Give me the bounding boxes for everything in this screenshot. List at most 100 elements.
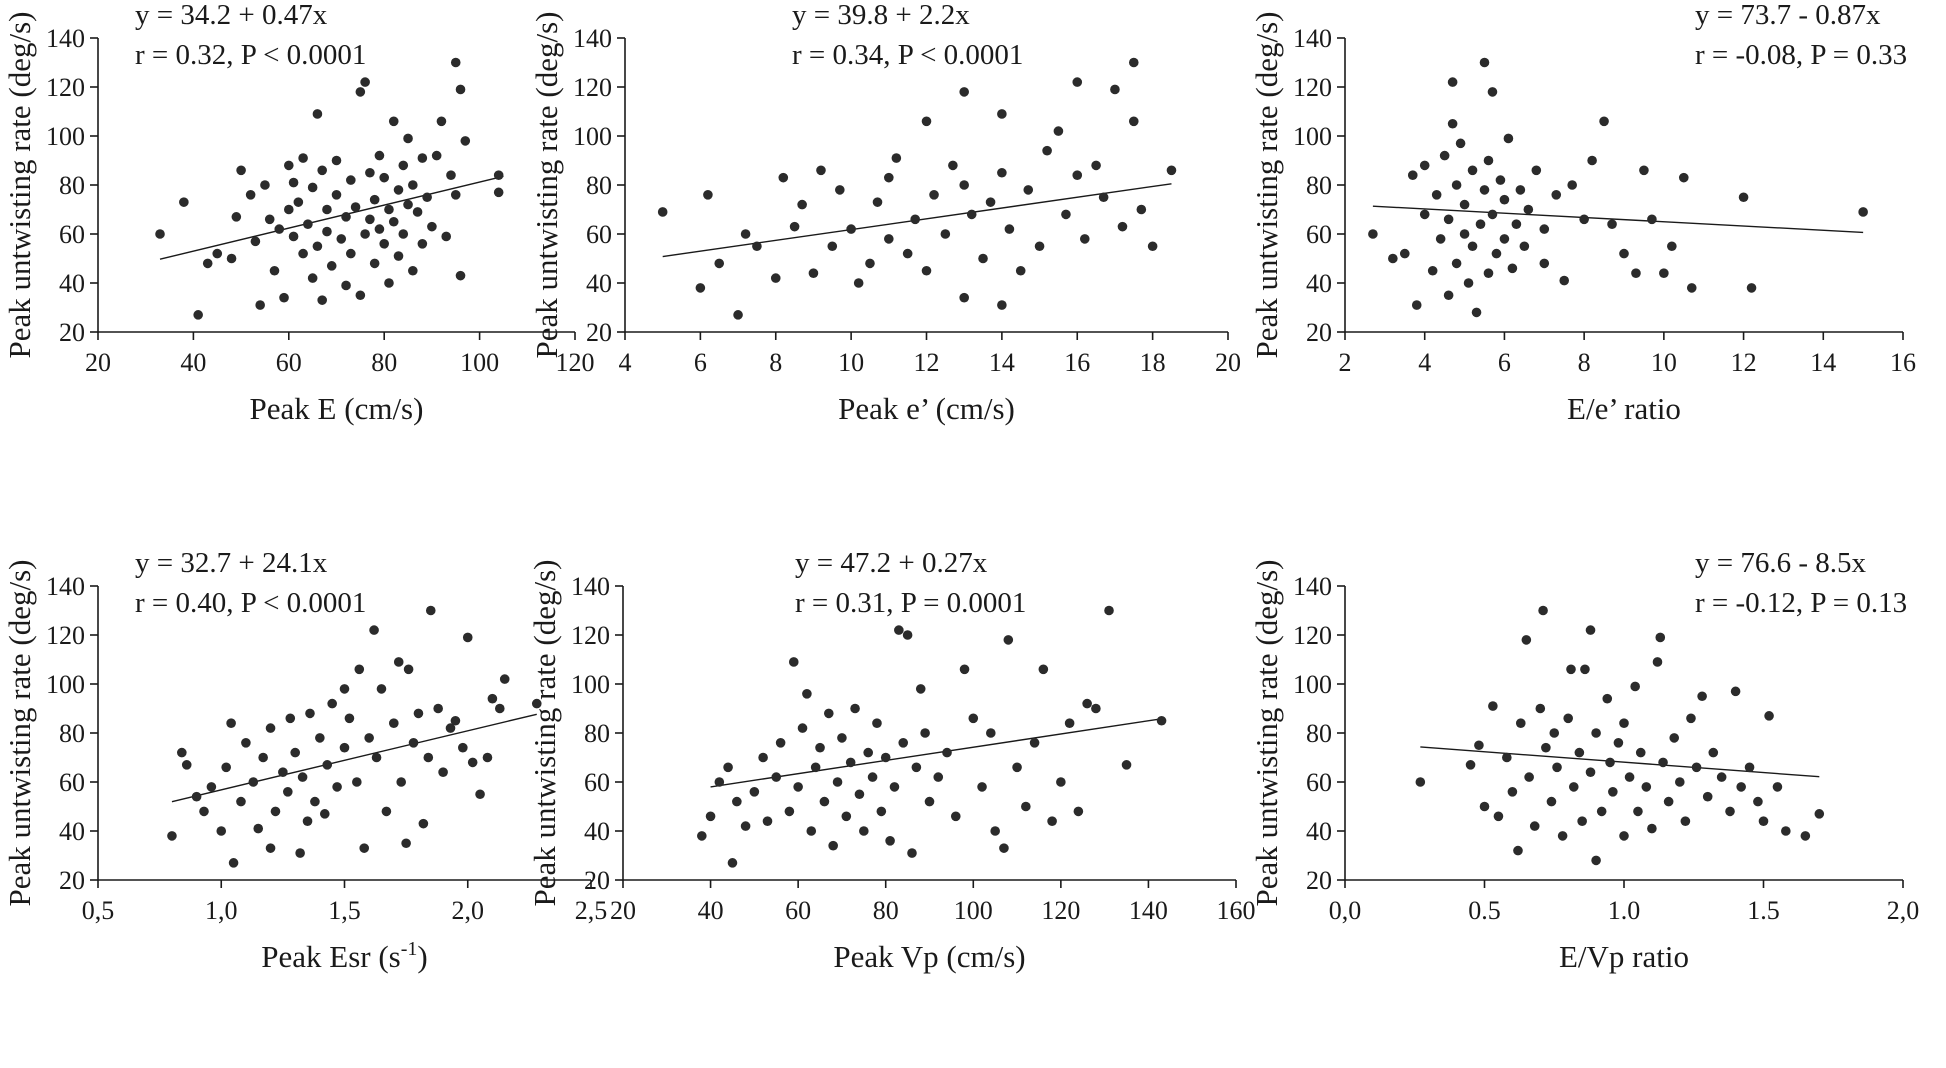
- data-point: [1483, 268, 1494, 279]
- data-point: [1128, 116, 1139, 127]
- x-tick-label: 2,0: [452, 896, 485, 925]
- data-point: [177, 747, 187, 758]
- data-point: [1487, 209, 1498, 220]
- data-point: [295, 848, 305, 858]
- data-point: [371, 752, 382, 763]
- data-point: [997, 109, 1007, 119]
- data-point: [828, 840, 838, 851]
- data-point: [1577, 816, 1587, 826]
- data-point: [475, 789, 485, 800]
- data-point: [388, 216, 399, 227]
- data-point: [762, 816, 773, 826]
- y-tick-label: 100: [46, 122, 85, 151]
- data-point: [336, 234, 347, 244]
- regression-equation: y = 34.2 + 0.47x: [135, 0, 328, 31]
- scatter-panel-2: 20 40 60 80 100 120 140 4 6 8 10 12 14 16 18 20 Peak e’ …: [529, 0, 1241, 426]
- y-tick-label: 140: [46, 24, 85, 53]
- data-point: [1531, 165, 1542, 176]
- x-tick-label: 2: [1339, 348, 1352, 377]
- data-point: [417, 153, 428, 163]
- data-point: [312, 109, 323, 119]
- x-tick-label: 10: [838, 348, 864, 377]
- data-point: [285, 713, 296, 724]
- data-point: [1128, 57, 1139, 68]
- data-point: [315, 733, 325, 743]
- data-point: [823, 708, 834, 719]
- y-axis-label: Peak untwisting rate (deg/s): [2, 560, 37, 907]
- data-point: [733, 310, 743, 320]
- data-point: [1624, 772, 1635, 782]
- data-point: [1591, 728, 1601, 738]
- data-point: [1585, 767, 1596, 777]
- data-point: [1647, 823, 1657, 834]
- data-point: [450, 57, 461, 68]
- y-tick-label: 120: [571, 621, 610, 650]
- data-point: [467, 757, 478, 768]
- data-point: [288, 231, 299, 242]
- data-point: [948, 160, 958, 171]
- regression-equation: y = 32.7 + 24.1x: [135, 547, 328, 579]
- data-point: [1619, 718, 1629, 728]
- y-tick-label: 40: [584, 817, 610, 846]
- y-tick-label: 80: [59, 719, 85, 748]
- data-point: [854, 789, 865, 800]
- x-tick-label: 80: [371, 348, 397, 377]
- data-point: [740, 229, 751, 239]
- data-point: [354, 664, 365, 675]
- data-point: [427, 221, 437, 232]
- y-tick-label: 40: [586, 269, 612, 298]
- x-tick-label: 12: [1731, 348, 1757, 377]
- data-point: [832, 777, 843, 787]
- data-point: [179, 197, 189, 207]
- data-point: [376, 684, 387, 694]
- x-tick-label: 6: [694, 348, 707, 377]
- y-tick-label: 20: [584, 866, 610, 895]
- data-point: [199, 806, 209, 817]
- data-point: [417, 239, 428, 249]
- x-tick-label: 0,0: [1329, 896, 1362, 925]
- data-point: [810, 762, 821, 773]
- x-tick-label: 0.5: [1468, 896, 1501, 925]
- y-tick-label: 80: [1306, 171, 1332, 200]
- data-point: [1073, 806, 1084, 817]
- data-point: [191, 791, 202, 802]
- y-tick-label: 100: [46, 670, 85, 699]
- data-point: [1447, 77, 1458, 87]
- data-point: [433, 703, 443, 714]
- data-point: [384, 204, 394, 215]
- data-point: [872, 718, 882, 728]
- data-point: [907, 848, 917, 858]
- data-point: [1567, 180, 1577, 190]
- data-point: [1053, 126, 1064, 136]
- axes: [1344, 38, 1903, 333]
- data-point: [493, 170, 504, 180]
- data-point: [950, 811, 961, 822]
- data-point: [959, 87, 969, 97]
- y-tick-label: 120: [46, 73, 85, 102]
- data-point: [1072, 77, 1083, 87]
- regression-line: [710, 718, 1162, 788]
- data-point: [784, 806, 795, 817]
- data-point: [269, 265, 280, 276]
- data-point: [978, 253, 988, 264]
- data-point: [1507, 263, 1518, 274]
- data-point: [1015, 265, 1026, 276]
- x-axis-label-superscript: -1: [401, 938, 418, 960]
- y-tick-label: 100: [571, 670, 610, 699]
- axes: [97, 38, 575, 333]
- data-point: [422, 192, 432, 203]
- data-point: [797, 199, 807, 210]
- data-point: [1079, 234, 1090, 244]
- data-point: [1563, 713, 1573, 724]
- data-point: [298, 248, 308, 259]
- data-point: [293, 197, 304, 207]
- data-point: [248, 777, 259, 787]
- data-point: [1667, 241, 1677, 252]
- data-point: [1524, 772, 1534, 782]
- x-tick-label: 8: [769, 348, 782, 377]
- x-tick-label: 4: [619, 348, 632, 377]
- x-tick-label: 40: [698, 896, 724, 925]
- data-point: [1515, 718, 1526, 728]
- data-point: [341, 280, 351, 291]
- data-point: [369, 625, 379, 635]
